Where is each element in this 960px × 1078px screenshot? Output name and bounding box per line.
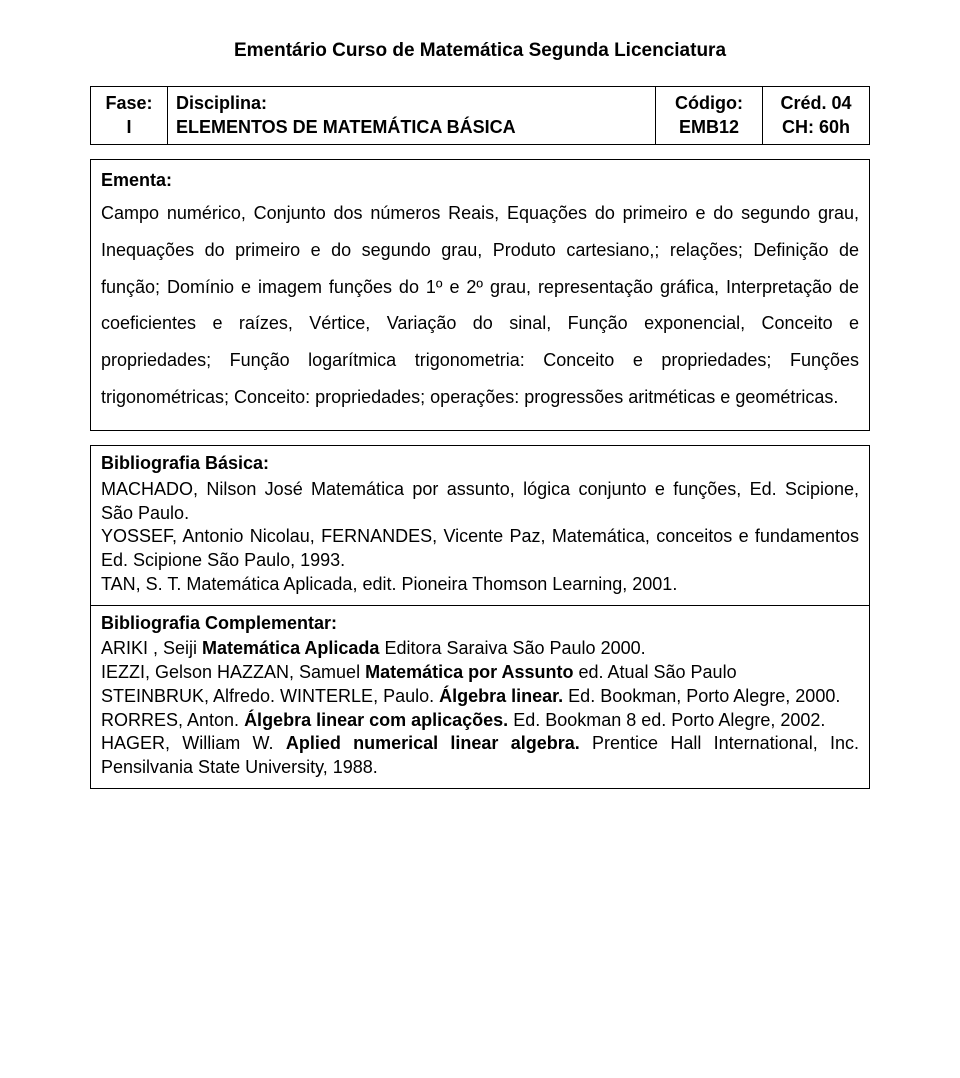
bib-text: HAGER, William W. — [101, 733, 286, 753]
cred-label: Créd. 04 — [780, 93, 851, 113]
codigo-value: EMB12 — [679, 117, 739, 137]
ch-label: CH: 60h — [782, 117, 850, 137]
bibliography-box: Bibliografia Básica: MACHADO, Nilson Jos… — [90, 445, 870, 789]
bibliography-item: IEZZI, Gelson HAZZAN, Samuel Matemática … — [101, 661, 859, 685]
bibliography-item: RORRES, Anton. Álgebra linear com aplica… — [101, 709, 859, 733]
bib-text: Editora Saraiva São Paulo 2000. — [379, 638, 645, 658]
bibliography-complementary-section: Bibliografia Complementar: ARIKI , Seiji… — [91, 605, 869, 788]
bibliography-basic-section: Bibliografia Básica: MACHADO, Nilson Jos… — [91, 446, 869, 605]
cell-fase: Fase: I — [91, 87, 168, 145]
bibliography-item: HAGER, William W. Aplied numerical linea… — [101, 732, 859, 780]
bib-text: Ed. Bookman, Porto Alegre, 2000. — [563, 686, 840, 706]
bib-bold: Álgebra linear com aplicações. — [244, 710, 508, 730]
bib-bold: Matemática por Assunto — [365, 662, 573, 682]
bib-text: STEINBRUK, Alfredo. WINTERLE, Paulo. — [101, 686, 439, 706]
disciplina-label: Disciplina: — [176, 93, 267, 113]
bib-bold: Aplied numerical linear algebra. — [286, 733, 580, 753]
bib-text: IEZZI, Gelson HAZZAN, Samuel — [101, 662, 365, 682]
bib-text: Ed. Bookman 8 ed. Porto Alegre, 2002. — [508, 710, 825, 730]
bib-text: ed. Atual São Paulo — [573, 662, 736, 682]
bibliography-complementary-heading: Bibliografia Complementar: — [101, 612, 859, 636]
document-page: Ementário Curso de Matemática Segunda Li… — [0, 0, 960, 829]
disciplina-value: ELEMENTOS DE MATEMÁTICA BÁSICA — [176, 117, 516, 137]
fase-value: I — [126, 117, 131, 137]
bibliography-basic-heading: Bibliografia Básica: — [101, 452, 859, 476]
bibliography-item: STEINBRUK, Alfredo. WINTERLE, Paulo. Álg… — [101, 685, 859, 709]
bibliography-item: YOSSEF, Antonio Nicolau, FERNANDES, Vice… — [101, 525, 859, 573]
ementa-label: Ementa: — [101, 168, 859, 193]
bib-text: ARIKI , Seiji — [101, 638, 202, 658]
page-title: Ementário Curso de Matemática Segunda Li… — [90, 40, 870, 62]
bib-text: RORRES, Anton. — [101, 710, 244, 730]
bib-bold: Matemática Aplicada — [202, 638, 379, 658]
bibliography-item: MACHADO, Nilson José Matemática por assu… — [101, 478, 859, 526]
table-row: Fase: I Disciplina: ELEMENTOS DE MATEMÁT… — [91, 87, 870, 145]
bibliography-item: TAN, S. T. Matemática Aplicada, edit. Pi… — [101, 573, 859, 597]
course-header-table: Fase: I Disciplina: ELEMENTOS DE MATEMÁT… — [90, 86, 870, 145]
fase-label: Fase: — [105, 93, 152, 113]
ementa-text: Campo numérico, Conjunto dos números Rea… — [101, 203, 859, 407]
cell-codigo: Código: EMB12 — [656, 87, 763, 145]
cell-cred: Créd. 04 CH: 60h — [763, 87, 870, 145]
bibliography-item: ARIKI , Seiji Matemática Aplicada Editor… — [101, 637, 859, 661]
cell-disciplina: Disciplina: ELEMENTOS DE MATEMÁTICA BÁSI… — [168, 87, 656, 145]
bib-bold: Álgebra linear. — [439, 686, 563, 706]
codigo-label: Código: — [675, 93, 743, 113]
ementa-box: Ementa: Campo numérico, Conjunto dos núm… — [90, 159, 870, 432]
